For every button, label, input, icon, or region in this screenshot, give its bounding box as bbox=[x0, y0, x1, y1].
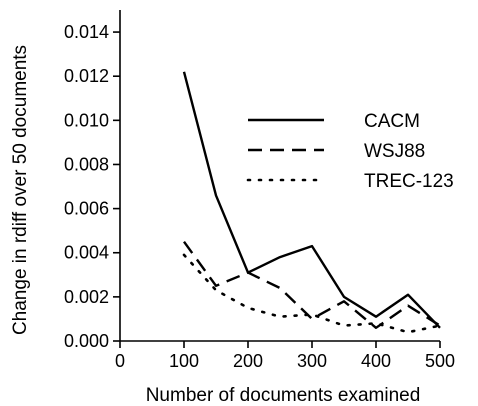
x-axis-title: Number of documents examined bbox=[146, 385, 421, 406]
y-tick-label: 0.014 bbox=[64, 22, 109, 42]
y-tick-label: 0.012 bbox=[64, 66, 109, 86]
y-tick-label: 0.010 bbox=[64, 110, 109, 130]
y-tick-label: 0.000 bbox=[64, 331, 109, 351]
x-tick-label: 0 bbox=[115, 351, 125, 371]
series-line-trec-123 bbox=[182, 253, 442, 334]
series-lines bbox=[182, 71, 442, 334]
x-tick-label: 200 bbox=[233, 351, 263, 371]
y-tick-label: 0.008 bbox=[64, 154, 109, 174]
series-line-cacm bbox=[182, 71, 441, 329]
y-tick-label: 0.006 bbox=[64, 199, 109, 219]
axes: 0.000 0.002 0.004 0.006 0.008 0.010 0.012 0.014… bbox=[64, 10, 455, 371]
y-axis-title: Change in rdiff over 50 documents bbox=[10, 45, 31, 335]
series-line-wsj88 bbox=[183, 240, 441, 329]
x-tick-label: 500 bbox=[425, 351, 455, 371]
y-tick-label: 0.002 bbox=[64, 287, 109, 307]
legend-label: CACM bbox=[364, 111, 420, 132]
y-tick-label: 0.004 bbox=[64, 243, 109, 263]
x-tick-label: 300 bbox=[297, 351, 327, 371]
x-tick-label: 400 bbox=[361, 351, 391, 371]
x-tick-label: 100 bbox=[169, 351, 199, 371]
legend: CACM WSJ88 TREC-123 bbox=[246, 111, 454, 192]
legend-label: WSJ88 bbox=[364, 141, 425, 162]
legend-label: TREC-123 bbox=[364, 171, 454, 192]
